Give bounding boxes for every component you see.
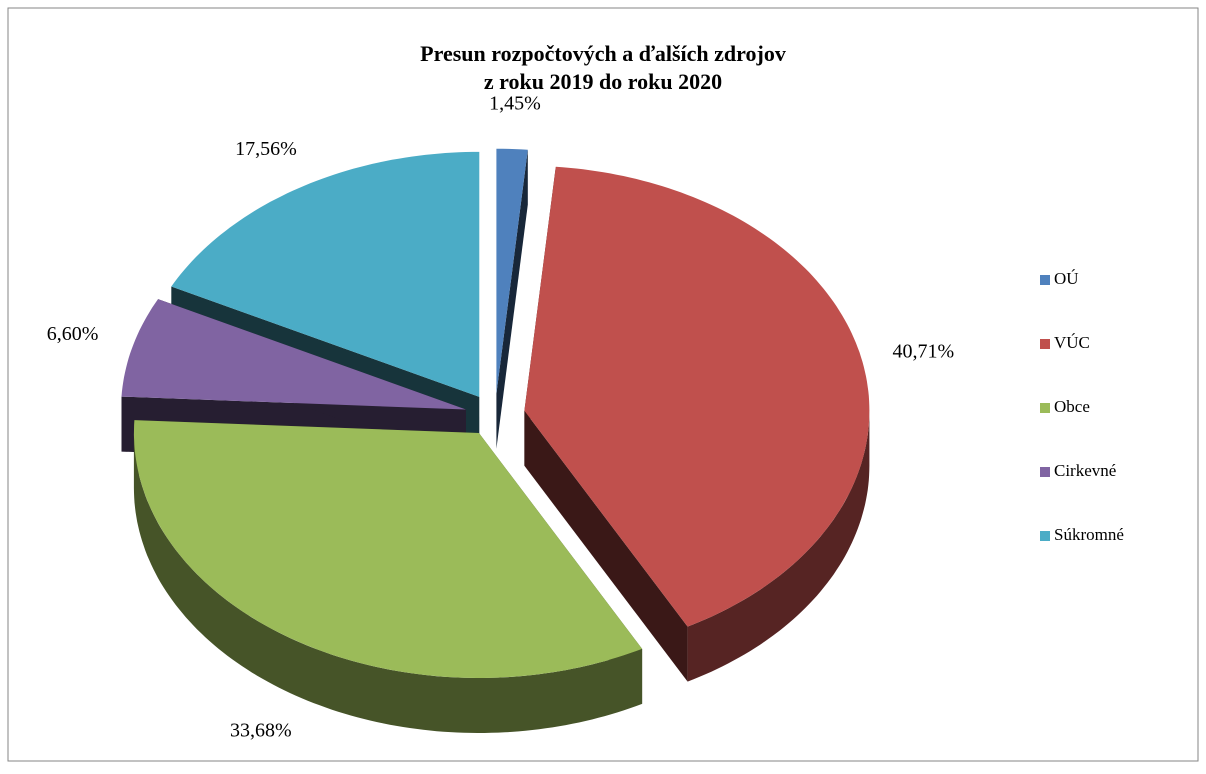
data-label: 33,68% (230, 720, 292, 742)
slice-wall (133, 433, 643, 733)
legend-label: VÚC (1054, 333, 1090, 352)
chart-title: z roku 2019 do roku 2020 (484, 69, 722, 94)
legend-swatch (1040, 531, 1050, 541)
data-label: 1,45% (489, 93, 541, 115)
data-label: 6,60% (47, 323, 99, 345)
slice (121, 299, 466, 410)
legend-swatch (1040, 339, 1050, 349)
slice (496, 148, 528, 394)
legend-swatch (1040, 403, 1050, 413)
legend-label: Obce (1054, 397, 1090, 416)
legend-label: Súkromné (1054, 525, 1124, 544)
chart-title: Presun rozpočtových a ďalších zdrojov (420, 41, 786, 66)
legend-label: OÚ (1054, 269, 1079, 288)
slice-side (496, 149, 528, 449)
slice-side (524, 410, 688, 682)
slice (171, 151, 480, 397)
slice (133, 420, 643, 678)
slice (524, 166, 870, 627)
legend-swatch (1040, 275, 1050, 285)
data-label: 17,56% (235, 138, 297, 160)
slice-wall (687, 410, 870, 682)
data-label: 40,71% (892, 341, 954, 363)
legend-label: Cirkevné (1054, 461, 1116, 480)
legend-swatch (1040, 467, 1050, 477)
